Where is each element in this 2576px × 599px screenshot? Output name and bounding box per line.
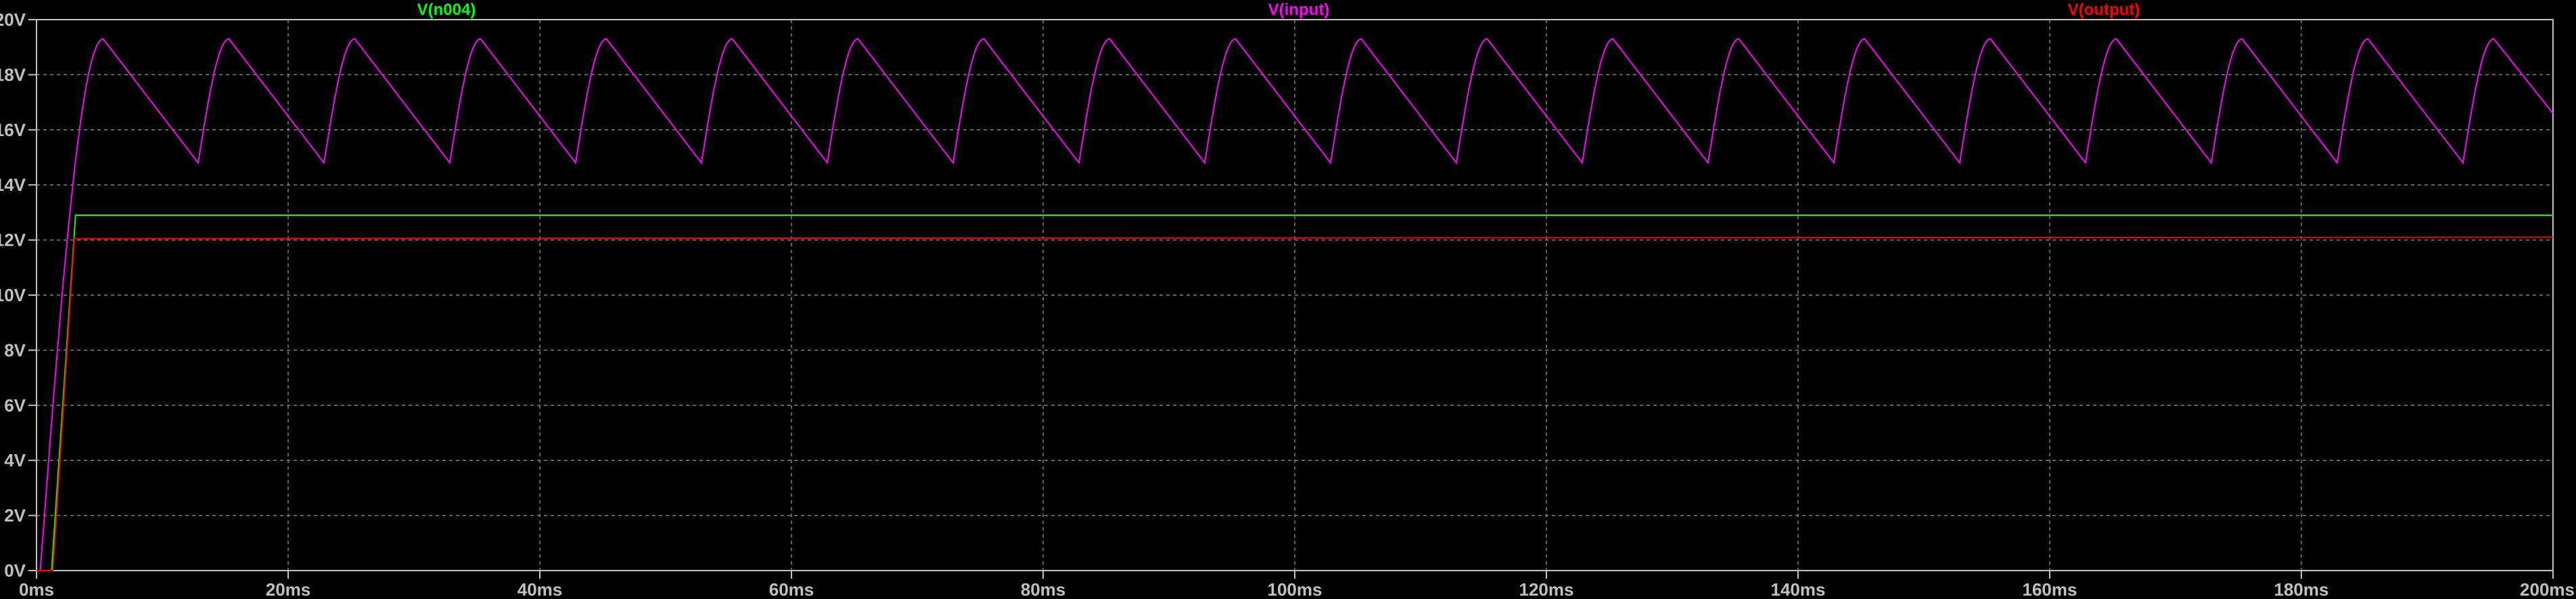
- trace-label-n004[interactable]: V(n004): [417, 1, 476, 19]
- x-tick-label: 180ms: [2274, 579, 2329, 599]
- trace-label-input[interactable]: V(input): [1268, 1, 1330, 19]
- x-tick-label: 20ms: [266, 579, 311, 599]
- y-tick-label: 14V: [0, 175, 26, 195]
- trace-input: [37, 38, 2554, 571]
- x-tick-label: 200ms: [2520, 579, 2575, 599]
- y-tick-label: 18V: [0, 64, 26, 85]
- y-tick-label: 2V: [4, 506, 26, 526]
- axis-ticks: 0ms 20ms 40ms 60ms 80ms 100ms 120ms 140ms 160ms 1…: [0, 9, 2575, 599]
- x-tick-label: 80ms: [1021, 579, 1066, 599]
- x-tick-label: 60ms: [769, 579, 814, 599]
- x-tick-label: 100ms: [1268, 579, 1322, 599]
- y-tick-label: 6V: [4, 395, 26, 416]
- y-tick-label: 12V: [0, 230, 26, 250]
- y-tick-label: 10V: [0, 285, 26, 305]
- y-tick-label: 20V: [0, 9, 26, 30]
- y-tick-label: 0V: [4, 560, 26, 581]
- y-tick-label: 16V: [0, 120, 26, 140]
- x-tick-label: 0ms: [19, 579, 54, 599]
- x-tick-label: 120ms: [1519, 579, 1574, 599]
- x-tick-label: 140ms: [1771, 579, 1826, 599]
- trace-labels: V(n004) V(input) V(output): [417, 1, 2140, 19]
- y-tick-label: 8V: [4, 340, 26, 360]
- x-tick-label: 40ms: [518, 579, 563, 599]
- trace-output: [37, 236, 2554, 571]
- grid: [37, 20, 2553, 571]
- x-tick-label: 160ms: [2023, 579, 2077, 599]
- traces: [37, 38, 2554, 571]
- y-tick-label: 4V: [4, 450, 26, 470]
- trace-label-output[interactable]: V(output): [2068, 1, 2140, 19]
